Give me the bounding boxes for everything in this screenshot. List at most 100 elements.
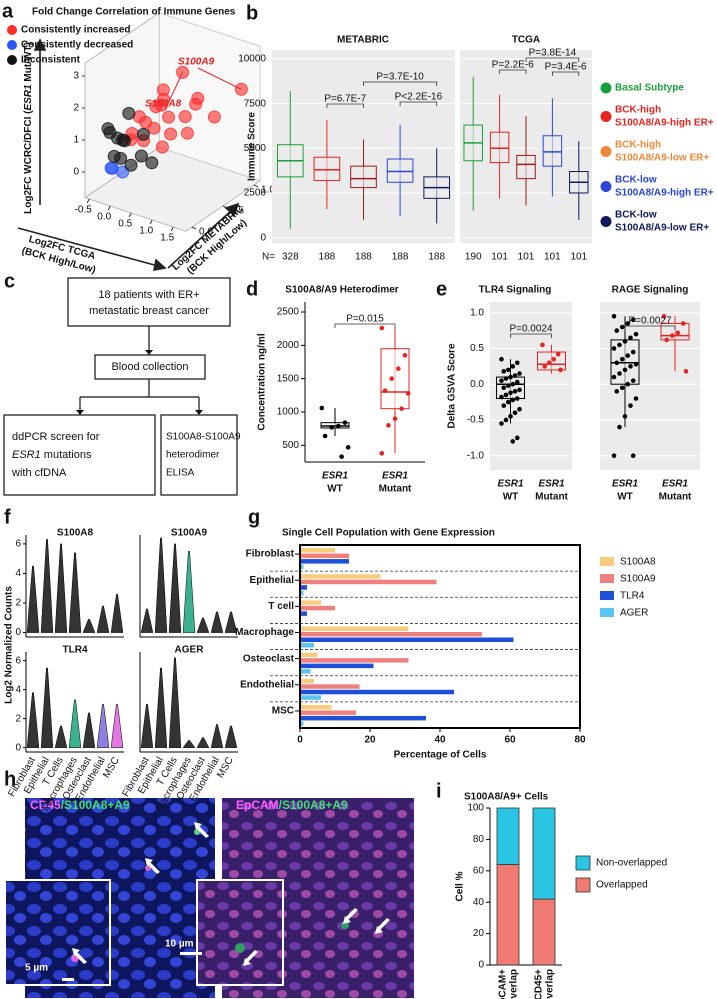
chart-title: TCGA (512, 35, 540, 46)
x-tick-label: 0 (297, 735, 303, 746)
z-tick-label: 0.0 (199, 227, 213, 238)
y-tick-label: Osteoclast (243, 653, 295, 664)
y-tick-label: Epithelial (250, 575, 295, 586)
bar (300, 600, 321, 605)
point (617, 371, 622, 376)
y-tick-label: Endothelial (240, 679, 294, 690)
point (405, 391, 411, 396)
y-tick-label: 1.0 (470, 307, 484, 318)
point (628, 364, 633, 369)
bar (300, 704, 332, 710)
microscopy-images (4, 798, 414, 998)
violin (154, 537, 168, 633)
bracket (552, 71, 580, 76)
x-tick-label: Mutant (535, 492, 568, 503)
flow-text: heterodimer (166, 450, 220, 461)
x-tick-label: WT (503, 492, 519, 503)
violin (140, 608, 154, 633)
y-tick-label: 20 (473, 928, 485, 939)
point (546, 360, 552, 366)
point (505, 367, 511, 373)
legend-label: Non-overlapped (596, 858, 667, 869)
point (499, 421, 504, 426)
bracket (525, 57, 580, 62)
violin (210, 611, 224, 633)
image-label-part: EpCAM (236, 798, 279, 812)
x-axis-label: Percentage of Cells (394, 750, 487, 761)
scale-bar (180, 952, 202, 955)
point (664, 337, 670, 343)
point (505, 399, 511, 405)
point (630, 453, 636, 459)
point (611, 453, 617, 459)
bar (300, 684, 360, 689)
violin (26, 692, 40, 748)
point (633, 361, 639, 367)
point (614, 328, 620, 333)
y-tick-label: T cell (268, 601, 294, 612)
legend-label: Consistently decreased (21, 40, 133, 51)
flow-text: Blood collection (111, 361, 188, 373)
chart-title: TLR4 (63, 645, 88, 656)
x-tick-label: 40 (434, 735, 446, 746)
violin (224, 611, 238, 633)
bracket (326, 103, 364, 108)
axis-arrows (17, 38, 240, 271)
chart-title: AGER (175, 645, 205, 656)
point (501, 385, 507, 391)
flow-arrowheads (76, 350, 203, 415)
point-label: S100A9 (178, 57, 215, 68)
point (558, 367, 563, 373)
point (319, 405, 325, 411)
bracket (510, 333, 552, 338)
point (503, 392, 509, 398)
point (392, 416, 398, 421)
violin (82, 619, 96, 633)
violin (154, 667, 168, 748)
point (512, 389, 518, 394)
bar (300, 559, 349, 564)
x-tick-label: 80 (574, 735, 586, 746)
image-label-part: /S100A8+A9 (61, 798, 130, 812)
point (139, 115, 153, 129)
point (145, 156, 159, 170)
y-axis-label-part: Log2FC WCRC/DFCI ( (23, 110, 34, 214)
point (508, 414, 513, 419)
point (625, 381, 631, 387)
legend-marker (600, 574, 614, 583)
tick-mark (107, 205, 111, 211)
y-tick-label: -0.5 (467, 415, 485, 426)
point (336, 423, 341, 429)
point (322, 433, 328, 439)
point (611, 346, 617, 351)
y-tick-label: 2 (15, 598, 21, 609)
legend-label: BCK-high (615, 140, 661, 151)
legend-marker (575, 877, 591, 893)
bar (300, 643, 314, 648)
y-tick-label: 0 (478, 960, 484, 971)
legend-label: Basal Subtype (615, 83, 684, 94)
violin (168, 657, 182, 748)
violin (82, 712, 96, 748)
flow-node (67, 277, 231, 327)
scale-bar (62, 978, 74, 981)
point (517, 371, 522, 376)
legend-label: S100A8/A9-low ER+ (615, 153, 709, 164)
y-tick-label: 80 (473, 834, 485, 845)
scale-label: 5 µm (25, 963, 48, 974)
point (501, 369, 507, 374)
y-axis-label-part: ESR1 (23, 84, 34, 111)
flow-text: metastatic breast cancer (89, 305, 209, 317)
point (382, 388, 388, 393)
chart-title: RAGE Signaling (612, 285, 689, 296)
point (510, 439, 516, 444)
x-tick-label: EpCAM+ (498, 969, 509, 999)
legend-label: BCK-low (615, 210, 657, 221)
n-label: 101 (491, 252, 508, 263)
x-tick-label: 1.5 (160, 233, 174, 244)
tick-mark (128, 212, 132, 218)
violin (68, 552, 82, 633)
chart-title: Single Cell Population with Gene Express… (282, 528, 495, 539)
violin (196, 737, 210, 748)
